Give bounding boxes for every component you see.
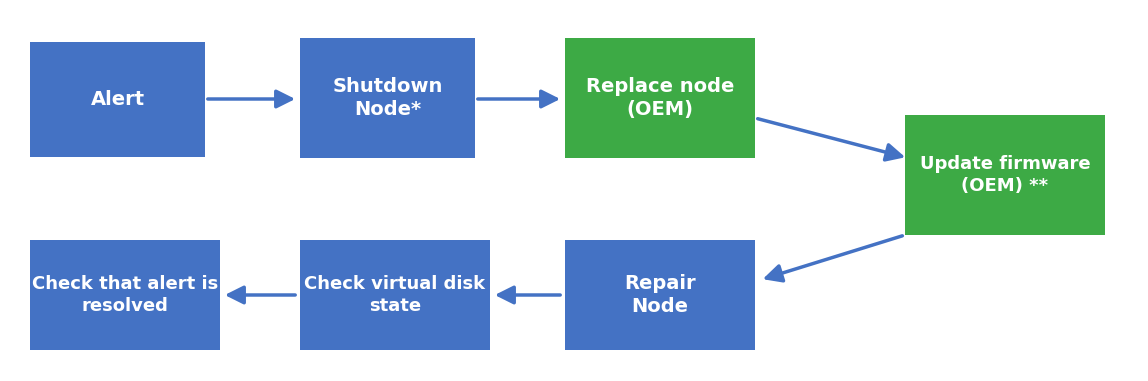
Text: Update firmware
(OEM) **: Update firmware (OEM) ** [920, 155, 1091, 195]
Text: Check that alert is
resolved: Check that alert is resolved [32, 275, 218, 315]
FancyBboxPatch shape [300, 240, 490, 350]
FancyBboxPatch shape [30, 42, 205, 157]
Text: Repair
Node: Repair Node [625, 274, 696, 316]
FancyBboxPatch shape [300, 38, 475, 158]
FancyBboxPatch shape [565, 38, 755, 158]
Text: Alert: Alert [91, 90, 145, 109]
Text: Replace node
(OEM): Replace node (OEM) [585, 77, 735, 119]
Text: Check virtual disk
state: Check virtual disk state [304, 275, 486, 315]
FancyBboxPatch shape [905, 115, 1106, 235]
FancyBboxPatch shape [30, 240, 220, 350]
FancyBboxPatch shape [565, 240, 755, 350]
Text: Shutdown
Node*: Shutdown Node* [332, 77, 443, 119]
